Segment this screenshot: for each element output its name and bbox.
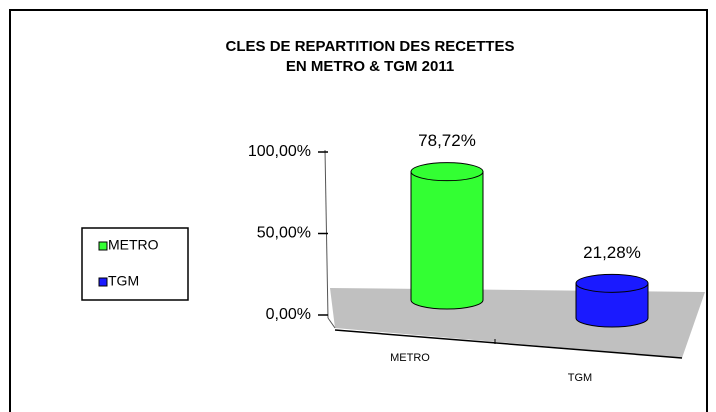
axis-edge	[327, 317, 336, 329]
x-axis	[334, 329, 683, 359]
y-tick-label: 50,00%	[257, 225, 311, 242]
legend-swatch	[98, 277, 108, 287]
x-tick-label: METRO	[390, 352, 430, 364]
legend-box	[81, 227, 189, 301]
bar-body	[575, 282, 649, 328]
legend-swatch	[98, 241, 108, 251]
y-tick-label: 100,00%	[248, 143, 311, 160]
bar-body	[410, 171, 484, 310]
bar-top	[410, 162, 484, 182]
bar	[575, 273, 649, 328]
chart-title: CLES DE REPARTITION DES RECETTES	[226, 38, 515, 55]
chart-title: EN METRO & TGM 2011	[286, 58, 454, 75]
bar-top	[575, 273, 649, 293]
y-tick-label: 0,00%	[266, 306, 311, 323]
legend-label: METRO	[108, 237, 159, 253]
data-label: 78,72%	[418, 131, 476, 150]
x-tick-label: TGM	[568, 372, 592, 384]
bar	[410, 162, 484, 310]
legend-label: TGM	[108, 273, 139, 289]
data-label: 21,28%	[583, 243, 641, 262]
